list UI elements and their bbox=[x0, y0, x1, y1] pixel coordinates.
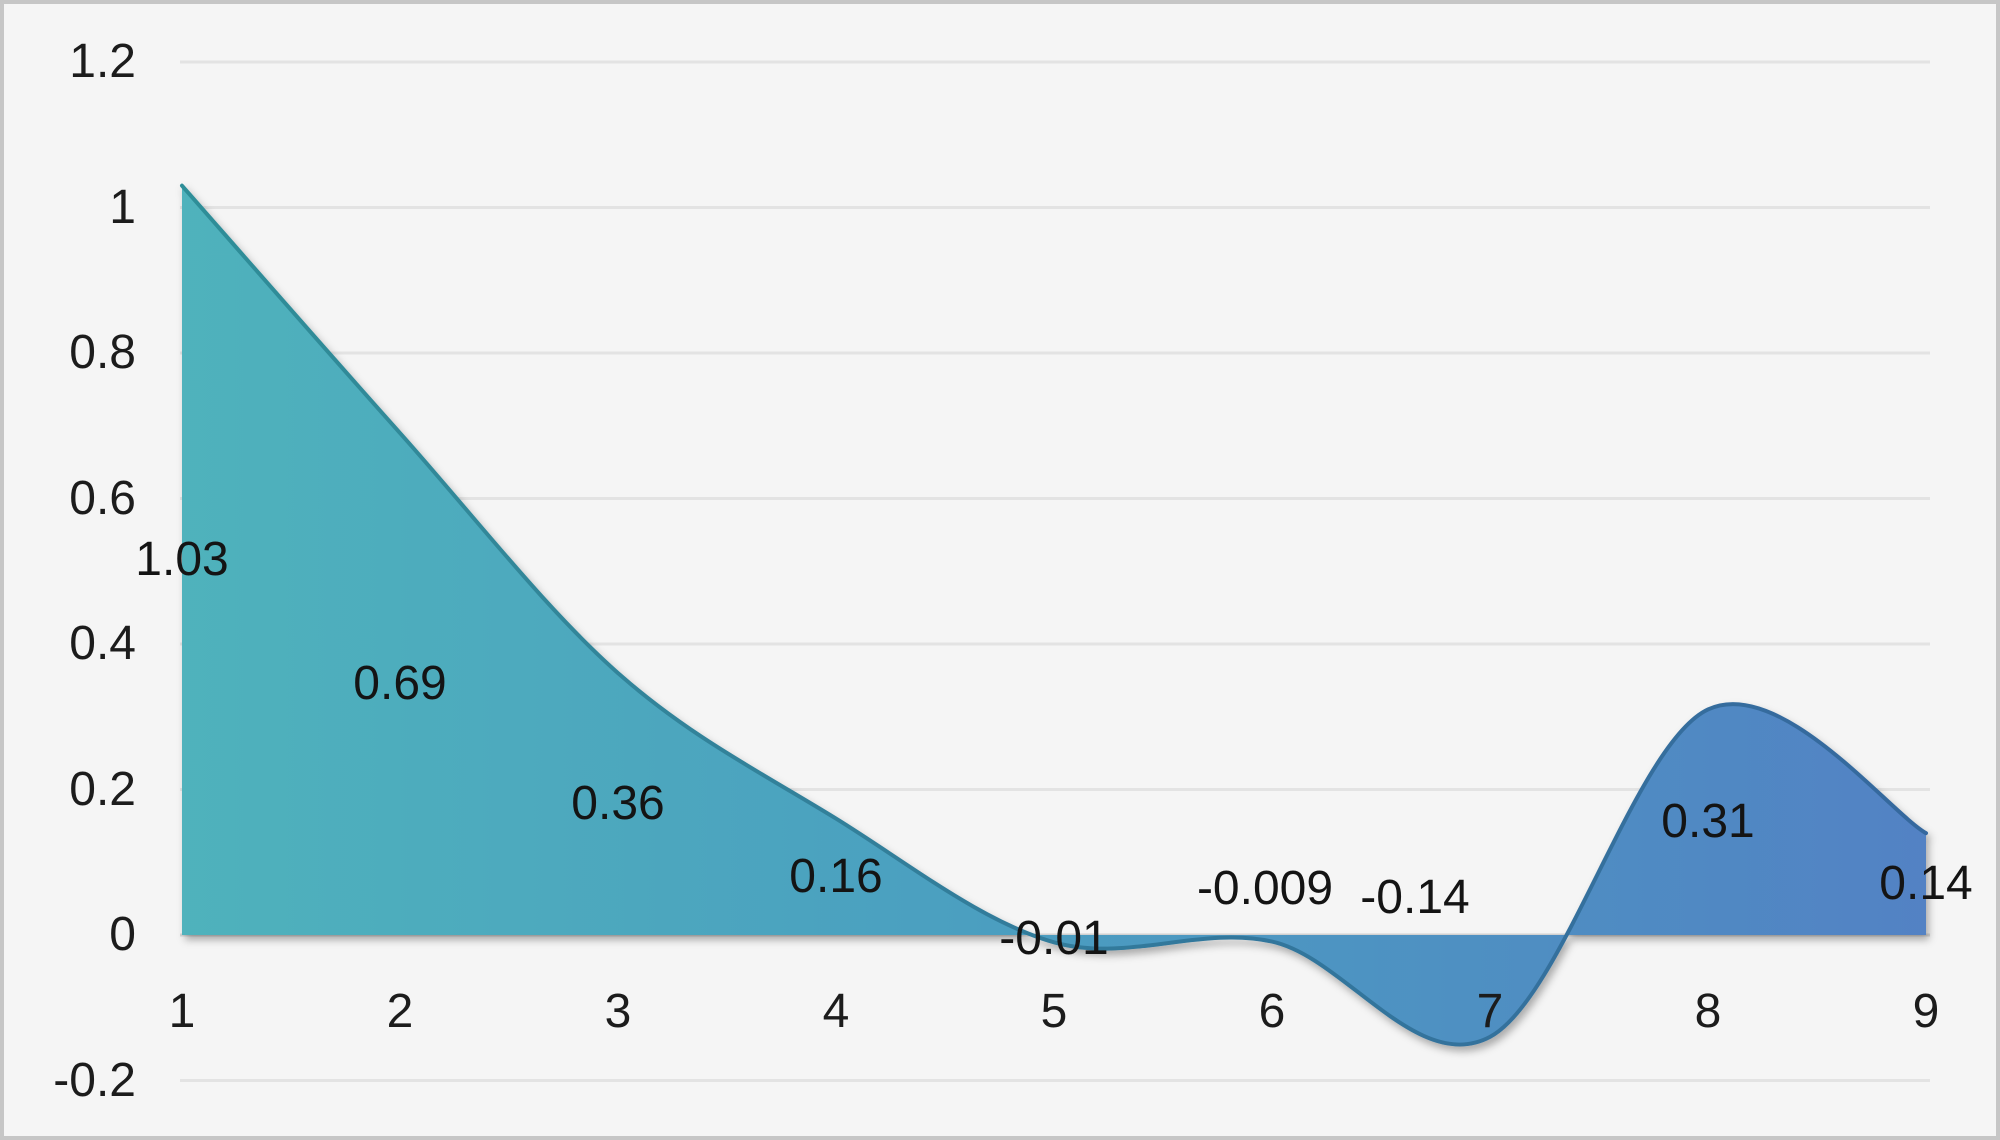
data-label: -0.01 bbox=[999, 911, 1109, 965]
area-fill bbox=[182, 185, 1926, 1045]
y-tick-label: 0.6 bbox=[69, 471, 136, 525]
x-tick-label: 8 bbox=[1694, 985, 1722, 1038]
y-tick-label: 1.2 bbox=[69, 35, 136, 88]
area-outline bbox=[180, 183, 1928, 1047]
data-label: 0.16 bbox=[789, 849, 883, 903]
y-tick-label: 0.8 bbox=[69, 326, 136, 379]
data-label: 1.03 bbox=[135, 533, 229, 587]
x-tick-label: 4 bbox=[822, 985, 850, 1038]
y-tick-label: -0.2 bbox=[53, 1053, 136, 1107]
x-tick-label: 2 bbox=[386, 985, 414, 1038]
x-tick-label: 3 bbox=[604, 985, 632, 1038]
data-label: 0.69 bbox=[353, 657, 447, 710]
x-tick-label: 9 bbox=[1912, 985, 1940, 1038]
data-label: 0.31 bbox=[1661, 795, 1755, 849]
y-tick-label: 0.2 bbox=[69, 762, 136, 816]
y-tick-label: 0.4 bbox=[69, 617, 136, 670]
data-label: -0.009 bbox=[1196, 862, 1334, 915]
x-tick-label: 6 bbox=[1258, 985, 1286, 1038]
x-tick-label: 7 bbox=[1476, 985, 1504, 1038]
y-tick-label: 0 bbox=[109, 908, 136, 961]
x-tick-label: 1 bbox=[168, 985, 196, 1038]
y-tick-label: 1 bbox=[109, 180, 136, 234]
data-label: -0.14 bbox=[1360, 871, 1470, 924]
x-tick-label: 5 bbox=[1040, 985, 1068, 1038]
data-label: 0.14 bbox=[1879, 857, 1973, 911]
area-series bbox=[180, 183, 1928, 1047]
data-label: 0.36 bbox=[571, 777, 665, 831]
